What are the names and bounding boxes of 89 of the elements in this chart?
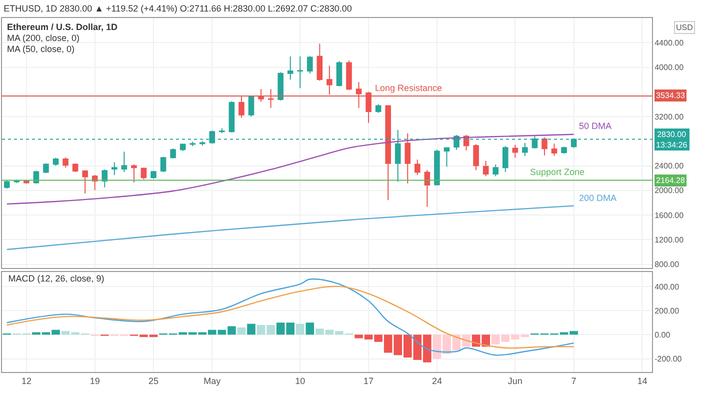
candlestick [190, 141, 196, 147]
x-tick-label: 12 [21, 376, 32, 386]
candlestick [278, 72, 284, 102]
x-tick-label: 7 [571, 376, 576, 386]
candlestick [228, 100, 235, 134]
candlestick [140, 167, 147, 180]
candlestick [72, 162, 78, 172]
candlestick [62, 157, 68, 168]
candlestick [356, 82, 362, 108]
candlestick [444, 146, 450, 168]
series-label: 200 DMA [579, 193, 617, 203]
candlestick [160, 156, 166, 172]
candlestick [43, 162, 49, 174]
y-tick-label: 4400.00 [654, 38, 684, 48]
candlestick [238, 96, 244, 118]
candlestick [287, 56, 294, 80]
candlestick [366, 91, 372, 124]
annotation: 3534.33 [656, 91, 686, 100]
candlestick [502, 146, 508, 172]
y-tick-label: 2000.00 [654, 186, 684, 196]
candlestick [258, 88, 264, 102]
candlestick [326, 65, 332, 96]
ref-line-label: Support Zone [530, 167, 585, 177]
line-series [6, 286, 574, 349]
candlestick [82, 170, 88, 194]
candlestick [131, 164, 137, 183]
y-tick-label: 1600.00 [654, 210, 684, 220]
series-label: 50 DMA [579, 121, 612, 131]
y-tick-label: 1200.00 [654, 235, 684, 244]
candlestick [492, 164, 498, 177]
candlestick [307, 56, 313, 74]
line-series [6, 205, 574, 250]
candlestick [336, 60, 342, 87]
bar [296, 324, 304, 335]
x-tick-label: 19 [90, 376, 100, 386]
candlestick [434, 149, 440, 186]
annotation: MA (200, close, 0) [7, 33, 80, 43]
candlestick [424, 170, 430, 208]
text: Ethereum / U.S. Dollar, 1D [7, 22, 118, 32]
y-tick-label: 0.00 [654, 330, 671, 340]
candlestick [473, 144, 479, 171]
chart-title: MACD (12, 26, close, 9) [8, 273, 104, 284]
x-tick-label: Jun [508, 376, 522, 386]
candlestick [551, 143, 558, 156]
candlestick [150, 170, 156, 180]
candlestick [112, 162, 118, 176]
y-tick-label: 200.00 [654, 306, 680, 316]
candlestick [561, 146, 567, 154]
candlestick [170, 148, 176, 159]
candlestick [414, 159, 420, 176]
x-tick-label: 17 [364, 376, 374, 386]
candlestick [512, 144, 518, 158]
candlestick [121, 151, 128, 172]
chart-title: ETHUSD, 1D 2830.00 ▲ +119.52 (+4.41%) O:2711.66 H:2830.00 L:2692.07 C:2830.00 [4, 3, 352, 14]
x-tick-label: May [204, 376, 222, 386]
y-tick-label: 800.00 [654, 260, 680, 270]
candlestick [346, 60, 352, 91]
text: 13:34:26 [656, 140, 688, 150]
annotation: 2830.00 [657, 130, 687, 139]
candlestick [52, 157, 59, 166]
candlestick [268, 88, 274, 108]
candlestick [316, 43, 323, 82]
annotation: MA (50, close, 0) [7, 44, 75, 54]
x-tick-label: 24 [432, 376, 442, 386]
y-tick-label: 400.00 [654, 282, 680, 292]
y-tick-label: 4000.00 [654, 63, 684, 72]
candlestick [297, 56, 304, 89]
annotation: 2164.28 [656, 176, 686, 185]
candlestick [375, 104, 382, 114]
candlestick [102, 168, 108, 188]
candlestick [4, 180, 10, 190]
candlestick [542, 136, 548, 156]
y-tick-label: -200.00 [654, 354, 682, 364]
ref-line-label: Long Resistance [375, 83, 442, 93]
x-tick-label: 25 [148, 376, 159, 386]
y-tick-label: 2400.00 [654, 162, 684, 171]
bar [247, 324, 256, 335]
candlestick [385, 104, 391, 201]
candlestick [482, 160, 489, 177]
y-axis-title: USD [676, 23, 694, 32]
bar [237, 327, 246, 335]
candlestick [404, 132, 411, 184]
bar [306, 322, 314, 335]
candlestick [248, 95, 254, 118]
y-tick-label: 3200.00 [654, 112, 684, 122]
candlestick [219, 128, 225, 134]
x-tick-label: 14 [637, 376, 648, 386]
candlestick [522, 142, 528, 156]
x-tick-label: 10 [295, 376, 306, 386]
